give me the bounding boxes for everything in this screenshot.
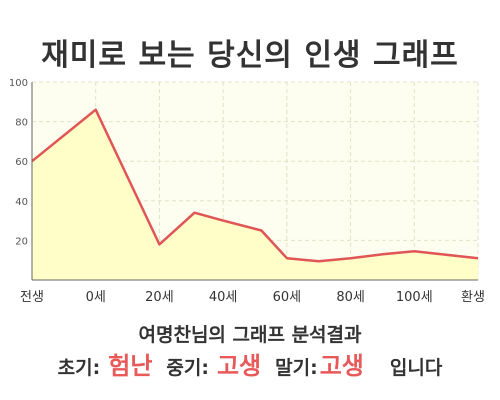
x-tick-label: 20세 — [145, 290, 174, 305]
late-label: 말기: — [275, 357, 318, 379]
series-area-fill — [32, 109, 478, 280]
axes — [31, 82, 478, 281]
page-title: 재미로 보는 당신의 인생 그래프 — [41, 38, 459, 73]
x-tick-label: 80세 — [336, 290, 365, 305]
series-line — [31, 108, 479, 263]
x-tick-label: 60세 — [273, 290, 302, 305]
y-tick-label: 20 — [15, 236, 28, 247]
early-label: 초기: — [57, 357, 101, 379]
late-value: 고생 — [319, 352, 364, 380]
early-value: 험난 — [108, 352, 153, 380]
axis-labels: 20 40 60 80 100 전생 0세 20세 40세 60세 80세 100세 환생 — [9, 78, 485, 305]
x-tick-label: 40세 — [209, 290, 238, 305]
middle-value: 고생 — [216, 352, 262, 380]
y-tick-label: 60 — [15, 157, 28, 168]
analysis-title: 여명찬님의 그래프 분석결과 — [138, 324, 362, 346]
middle-label: 중기: — [166, 357, 209, 379]
ending-text: 입니다 — [389, 357, 443, 379]
x-tick-label: 전생 — [20, 290, 44, 305]
x-tick-label: 환생 — [461, 290, 485, 305]
x-tick-label: 100세 — [396, 290, 433, 305]
y-tick-label: 40 — [15, 197, 28, 208]
y-tick-label: 80 — [15, 118, 28, 129]
analysis-result: 초기: 험난 중기: 고생 말기: 고생 입니다 — [0, 346, 500, 382]
y-tick-label: 100 — [9, 78, 28, 89]
x-tick-label: 0세 — [86, 290, 106, 305]
life-graph-chart: 20 40 60 80 100 전생 0세 20세 40세 60세 80세 100세 환생 — [9, 78, 485, 305]
